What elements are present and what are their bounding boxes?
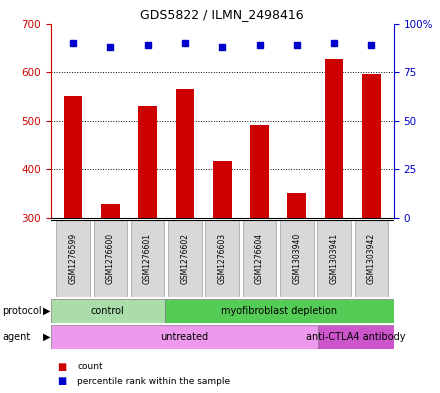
Point [70,40,77,46]
Text: GSM1303942: GSM1303942 [367,233,376,284]
Bar [168,220,202,297]
Text: ■: ■ [57,376,66,386]
Bar [317,220,351,297]
Point [107,44,114,50]
Bar [94,220,127,297]
Bar [51,299,165,323]
Text: percentile rank within the sample: percentile rank within the sample [77,377,230,386]
Text: GSM1303941: GSM1303941 [330,233,339,284]
Bar [250,125,269,218]
Bar [51,325,318,349]
Bar [213,161,231,218]
Bar [205,220,239,297]
Text: anti-CTLA4 antibody: anti-CTLA4 antibody [306,332,405,342]
Bar [176,89,194,218]
Title: GDS5822 / ILMN_2498416: GDS5822 / ILMN_2498416 [140,8,304,21]
Bar [362,73,381,218]
Text: GSM1276601: GSM1276601 [143,233,152,284]
Bar [355,220,388,297]
Text: GSM1276603: GSM1276603 [218,233,227,284]
Text: ▶: ▶ [43,332,51,342]
Point [181,40,188,46]
Text: untreated: untreated [160,332,208,342]
Bar [101,204,120,218]
Point [256,42,263,48]
Point [293,42,301,48]
Text: protocol: protocol [2,306,42,316]
Text: control: control [91,306,125,316]
Text: ■: ■ [57,362,66,372]
Text: ▶: ▶ [43,306,51,316]
Bar [56,220,90,297]
Point [219,44,226,50]
Bar [64,96,82,218]
Point [368,42,375,48]
Text: myofibroblast depletion: myofibroblast depletion [221,306,337,316]
Bar [243,220,276,297]
Point [330,40,337,46]
Text: GSM1276599: GSM1276599 [69,233,77,284]
Bar [287,193,306,218]
Bar [318,325,394,349]
Text: GSM1276602: GSM1276602 [180,233,189,284]
Text: count: count [77,362,103,371]
Text: GSM1276604: GSM1276604 [255,233,264,284]
Bar [325,59,344,218]
Bar [131,220,165,297]
Point [144,42,151,48]
Text: agent: agent [2,332,30,342]
Bar [165,299,394,323]
Text: GSM1276600: GSM1276600 [106,233,115,284]
Bar [280,220,314,297]
Bar [138,106,157,218]
Text: GSM1303940: GSM1303940 [292,233,301,284]
